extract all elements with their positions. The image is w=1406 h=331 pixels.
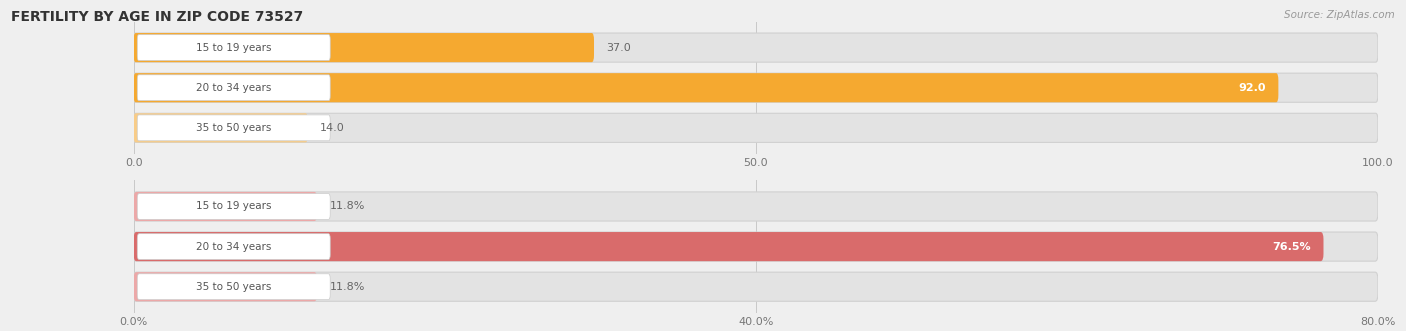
Text: 92.0: 92.0 [1239,83,1265,93]
FancyBboxPatch shape [134,113,1378,142]
Text: 15 to 19 years: 15 to 19 years [195,202,271,212]
Text: 11.8%: 11.8% [329,282,366,292]
Text: 37.0: 37.0 [606,43,631,53]
FancyBboxPatch shape [138,75,330,101]
FancyBboxPatch shape [134,113,308,142]
FancyBboxPatch shape [138,115,330,141]
Text: 14.0: 14.0 [321,123,344,133]
Text: 20 to 34 years: 20 to 34 years [195,83,271,93]
FancyBboxPatch shape [138,234,330,260]
Text: 35 to 50 years: 35 to 50 years [195,282,271,292]
Text: 35 to 50 years: 35 to 50 years [195,123,271,133]
Text: Source: ZipAtlas.com: Source: ZipAtlas.com [1284,10,1395,20]
FancyBboxPatch shape [134,73,1378,102]
Text: FERTILITY BY AGE IN ZIP CODE 73527: FERTILITY BY AGE IN ZIP CODE 73527 [11,10,304,24]
FancyBboxPatch shape [138,194,330,219]
FancyBboxPatch shape [134,192,318,221]
FancyBboxPatch shape [134,192,1378,221]
Text: 20 to 34 years: 20 to 34 years [195,242,271,252]
FancyBboxPatch shape [134,73,1278,102]
FancyBboxPatch shape [134,272,318,301]
FancyBboxPatch shape [134,272,1378,301]
FancyBboxPatch shape [134,232,1378,261]
FancyBboxPatch shape [134,33,1378,62]
Text: 11.8%: 11.8% [329,202,366,212]
FancyBboxPatch shape [138,35,330,61]
FancyBboxPatch shape [134,232,1323,261]
Text: 76.5%: 76.5% [1272,242,1310,252]
FancyBboxPatch shape [138,274,330,300]
FancyBboxPatch shape [134,33,593,62]
Text: 15 to 19 years: 15 to 19 years [195,43,271,53]
